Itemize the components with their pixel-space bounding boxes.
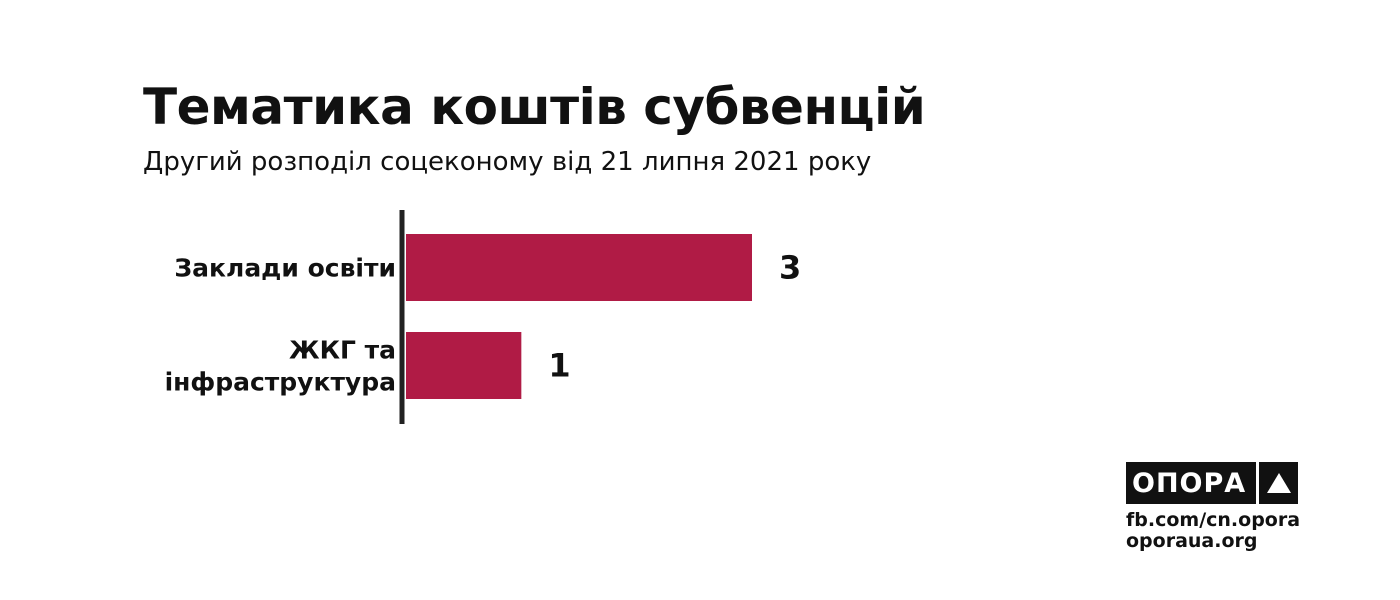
chart-title: Тематика коштів субвенцій xyxy=(143,78,926,136)
category-label-1-1: інфраструктура xyxy=(165,368,396,397)
facebook-link[interactable]: fb.com/cn.opora xyxy=(1126,509,1301,531)
bar-1 xyxy=(406,332,522,399)
logo-text: ОПОРА xyxy=(1132,467,1247,499)
category-label-0-0: Заклади освіти xyxy=(174,254,396,283)
opora-logo: ОПОРА xyxy=(1126,462,1298,504)
logo-divider xyxy=(1256,462,1259,504)
chart-subtitle: Другий розподіл соцеконому від 21 липня … xyxy=(143,147,872,177)
value-label-1: 1 xyxy=(548,347,570,385)
value-label-0: 3 xyxy=(779,249,801,287)
website-link[interactable]: oporaua.org xyxy=(1126,530,1258,552)
bar-0 xyxy=(406,234,752,301)
triangle-up-icon xyxy=(1259,472,1298,494)
source-links: fb.com/cn.opora oporaua.org xyxy=(1126,510,1300,552)
category-label-1-0: ЖКГ та xyxy=(289,336,396,365)
